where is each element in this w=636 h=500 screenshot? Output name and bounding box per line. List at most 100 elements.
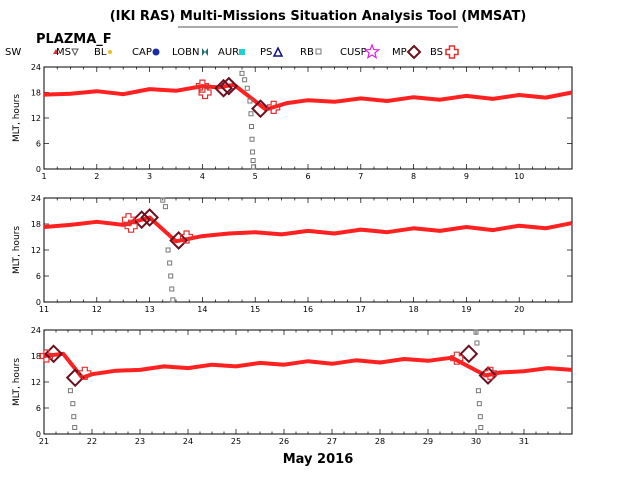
legend-label: SW bbox=[5, 47, 21, 58]
bowtie-icon bbox=[202, 48, 208, 56]
x-tick-label: 3 bbox=[147, 172, 152, 181]
triangle-outline-icon bbox=[272, 46, 284, 57]
dot-icon bbox=[108, 50, 112, 54]
y-tick-label: 24 bbox=[31, 326, 41, 335]
data-point bbox=[239, 70, 245, 76]
x-tick-label: 15 bbox=[250, 305, 260, 314]
y-tick-label: 0 bbox=[36, 298, 41, 307]
data-point bbox=[198, 85, 212, 100]
y-tick-label: 6 bbox=[36, 272, 41, 281]
x-tick-label: 19 bbox=[461, 305, 471, 314]
panel-3: 21 22 23 24 25 26 27 28 29 30 31 0 6 12 18 24 MLT, hours bbox=[12, 326, 573, 446]
legend-item-ms: MS bbox=[56, 47, 79, 58]
legend-label: MS bbox=[56, 47, 71, 58]
legend-label: CAP bbox=[132, 47, 152, 58]
diamond-icon bbox=[406, 44, 422, 60]
legend-item-mp: MP bbox=[392, 44, 422, 60]
legend-label: BS bbox=[430, 47, 443, 58]
data-point bbox=[165, 247, 171, 253]
data-point bbox=[121, 213, 136, 227]
x-tick-label: 28 bbox=[375, 437, 385, 446]
data-point bbox=[250, 158, 256, 163]
y-tick-label: 0 bbox=[36, 165, 41, 174]
x-tick-label: 12 bbox=[92, 305, 102, 314]
x-axis-title: May 2016 bbox=[283, 452, 354, 467]
series-sw bbox=[43, 82, 573, 112]
data-point bbox=[160, 197, 166, 203]
legend-item-aur: AUR bbox=[218, 47, 245, 58]
y-tick-label: 0 bbox=[36, 430, 41, 439]
y-tick-label: 12 bbox=[31, 378, 41, 387]
data-point bbox=[242, 77, 248, 83]
x-tick-label: 29 bbox=[423, 437, 433, 446]
x-tick-label: 5 bbox=[253, 172, 258, 181]
series-rb bbox=[239, 70, 257, 170]
data-point bbox=[249, 136, 255, 142]
series-line bbox=[43, 351, 573, 380]
x-tick-label: 22 bbox=[87, 437, 97, 446]
x-tick-label: 21 bbox=[39, 437, 49, 446]
figure-title: (IKI RAS) Multi-Missions Situation Analy… bbox=[110, 9, 527, 24]
hexagon-icon bbox=[152, 48, 160, 56]
legend-item-rb: RB bbox=[300, 47, 322, 58]
data-point bbox=[251, 164, 257, 170]
x-tick-label: 30 bbox=[471, 437, 481, 446]
x-tick-label: 25 bbox=[231, 437, 241, 446]
series-rb bbox=[160, 197, 176, 303]
y-axis-label: MLT, hours bbox=[12, 358, 22, 406]
x-tick-label: 11 bbox=[39, 305, 49, 314]
series-sw bbox=[43, 215, 573, 244]
y-tick-label: 18 bbox=[31, 352, 41, 361]
plot-frame bbox=[43, 197, 573, 303]
data-point bbox=[140, 208, 160, 227]
series-line bbox=[43, 215, 573, 244]
data-point bbox=[132, 210, 152, 230]
x-tick-label: 8 bbox=[411, 172, 416, 181]
x-tick-label: 23 bbox=[135, 437, 145, 446]
square-outline-icon bbox=[315, 48, 322, 55]
y-axis-label: MLT, hours bbox=[12, 94, 22, 142]
x-tick-label: 4 bbox=[200, 172, 205, 181]
legend: SW MS BL CAP LOBN AUR PS RB CUSP MP BS bbox=[5, 43, 459, 60]
series-mp bbox=[44, 344, 498, 388]
data-point bbox=[249, 124, 255, 129]
data-point bbox=[168, 273, 174, 279]
legend-label: LOBN bbox=[172, 47, 199, 58]
data-point bbox=[450, 351, 464, 365]
data-point bbox=[78, 366, 92, 380]
x-tick-label: 18 bbox=[409, 305, 419, 314]
legend-item-ps: PS bbox=[260, 46, 284, 58]
legend-label: PS bbox=[260, 47, 272, 58]
data-point bbox=[483, 366, 497, 380]
data-point bbox=[473, 329, 479, 335]
legend-label: MP bbox=[392, 47, 407, 58]
cross-outline-icon bbox=[445, 45, 459, 59]
panel-2: 11 12 13 14 15 16 17 18 19 20 0 6 12 18 24 MLT, hours bbox=[12, 194, 573, 314]
series-bs bbox=[39, 349, 497, 380]
triangle-down-icon bbox=[71, 48, 79, 57]
x-tick-label: 1 bbox=[41, 172, 46, 181]
x-tick-label: 27 bbox=[327, 437, 337, 446]
x-tick-label: 13 bbox=[145, 305, 155, 314]
data-point bbox=[39, 349, 54, 363]
plot-frame bbox=[43, 66, 573, 170]
data-point bbox=[478, 425, 484, 430]
data-point bbox=[179, 230, 194, 244]
legend-label: BL bbox=[94, 47, 107, 58]
y-tick-label: 12 bbox=[31, 246, 41, 255]
x-tick-label: 24 bbox=[183, 437, 193, 446]
data-point bbox=[167, 260, 173, 266]
legend-label: CUSP bbox=[340, 47, 367, 58]
y-tick-label: 24 bbox=[31, 63, 41, 72]
x-tick-label: 10 bbox=[514, 172, 524, 181]
legend-item-lobn: LOBN bbox=[172, 47, 208, 58]
data-point bbox=[219, 76, 239, 96]
x-tick-label: 7 bbox=[358, 172, 363, 181]
x-tick-label: 31 bbox=[519, 437, 529, 446]
data-point bbox=[477, 414, 483, 420]
data-point bbox=[169, 231, 189, 250]
data-point bbox=[169, 286, 175, 292]
data-point bbox=[70, 401, 76, 407]
